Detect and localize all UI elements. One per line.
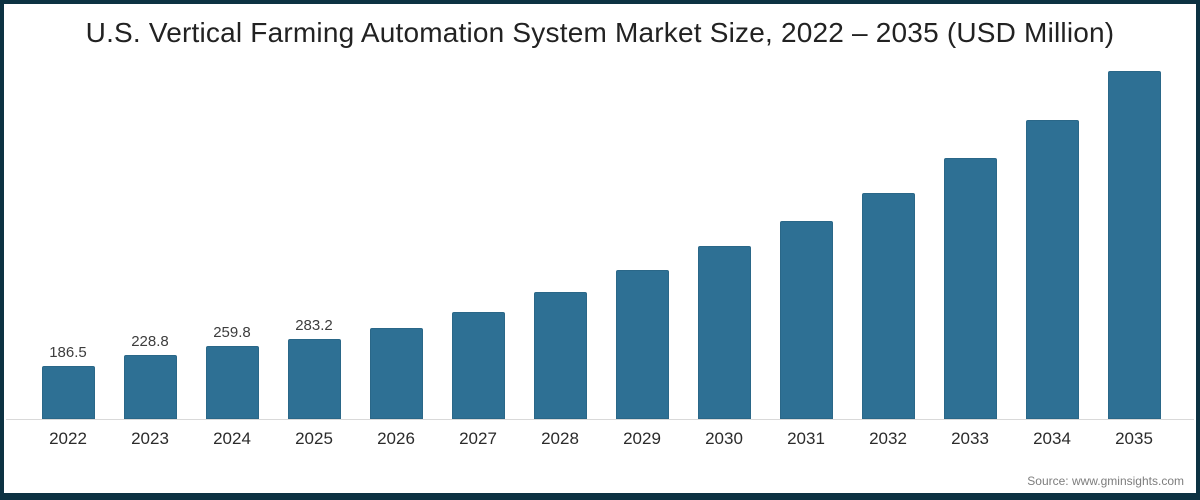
bar-column-2032 bbox=[847, 171, 929, 419]
value-label-2023: 228.8 bbox=[131, 332, 169, 350]
bars-area: 186.5 228.8 259.8 283.2 bbox=[27, 65, 1175, 419]
x-tick-2030: 2030 bbox=[705, 429, 743, 448]
x-tick-2024: 2024 bbox=[213, 429, 251, 448]
bar-column-2022: 186.5 bbox=[27, 344, 109, 419]
value-label-2029 bbox=[640, 248, 644, 265]
x-axis-tick-labels: 2022 2023 2024 2025 2026 2027 2028 2029 2030 2031… bbox=[27, 429, 1175, 449]
bar-column-2023: 228.8 bbox=[109, 332, 191, 419]
bar-column-2024: 259.8 bbox=[191, 324, 273, 419]
bar-2029 bbox=[615, 269, 669, 419]
bar-2024 bbox=[205, 345, 259, 419]
bar-2023 bbox=[123, 354, 177, 419]
value-label-2026 bbox=[394, 306, 398, 323]
x-tick-2034: 2034 bbox=[1033, 429, 1071, 448]
value-label-2030 bbox=[722, 224, 726, 241]
bar-column-2029 bbox=[601, 248, 683, 419]
bar-2032 bbox=[861, 193, 915, 419]
bar-column-2033 bbox=[929, 136, 1011, 419]
bar-2035 bbox=[1107, 71, 1161, 419]
bar-column-2030 bbox=[683, 224, 765, 419]
bar-2033 bbox=[943, 157, 997, 419]
value-label-2024: 259.8 bbox=[213, 323, 251, 341]
value-label-2028 bbox=[558, 270, 562, 287]
value-label-2035 bbox=[1132, 49, 1136, 66]
chart-title: U.S. Vertical Farming Automation System … bbox=[85, 17, 1115, 48]
bar-2028 bbox=[533, 291, 587, 419]
source-text: Source: www.gminsights.com bbox=[1027, 474, 1184, 488]
x-tick-2028: 2028 bbox=[541, 429, 579, 448]
bar-2025 bbox=[287, 339, 341, 419]
bar-column-2026 bbox=[355, 306, 437, 419]
bar-2031 bbox=[779, 220, 833, 419]
bar-2022 bbox=[41, 366, 95, 419]
value-label-2031 bbox=[804, 199, 808, 216]
bar-column-2025: 283.2 bbox=[273, 317, 355, 419]
value-label-2034 bbox=[1050, 98, 1054, 115]
bar-2034 bbox=[1025, 120, 1079, 419]
bar-2027 bbox=[451, 311, 505, 419]
x-tick-2025: 2025 bbox=[295, 429, 333, 448]
value-label-2033 bbox=[968, 136, 972, 153]
x-tick-2026: 2026 bbox=[377, 429, 415, 448]
bar-column-2028 bbox=[519, 270, 601, 419]
bar-column-2035 bbox=[1093, 49, 1175, 419]
bar-2030 bbox=[697, 246, 751, 419]
x-tick-2029: 2029 bbox=[623, 429, 661, 448]
bar-column-2027 bbox=[437, 290, 519, 419]
x-tick-2032: 2032 bbox=[869, 429, 907, 448]
bar-2026 bbox=[369, 328, 423, 419]
x-tick-2035: 2035 bbox=[1115, 429, 1153, 448]
bar-column-2031 bbox=[765, 199, 847, 419]
value-label-2022: 186.5 bbox=[49, 344, 87, 362]
x-tick-2031: 2031 bbox=[787, 429, 825, 448]
bar-column-2034 bbox=[1011, 98, 1093, 419]
value-label-2025: 283.2 bbox=[295, 317, 333, 335]
x-tick-2033: 2033 bbox=[951, 429, 989, 448]
x-tick-2022: 2022 bbox=[49, 429, 87, 448]
value-label-2032 bbox=[886, 171, 890, 188]
value-label-2027 bbox=[476, 290, 480, 307]
x-axis-line bbox=[6, 419, 1194, 420]
x-tick-2027: 2027 bbox=[459, 429, 497, 448]
x-tick-2023: 2023 bbox=[131, 429, 169, 448]
